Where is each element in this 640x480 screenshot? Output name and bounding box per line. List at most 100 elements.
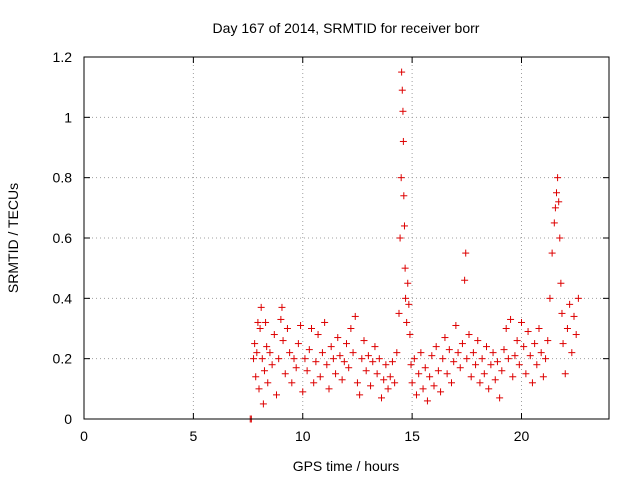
data-point [454, 349, 462, 357]
data-point [493, 358, 501, 366]
data-point [398, 86, 406, 94]
x-tick-label: 5 [189, 428, 197, 444]
data-point [535, 325, 543, 332]
data-point [572, 331, 580, 339]
data-point [415, 370, 423, 378]
data-point [258, 355, 266, 363]
y-tick-label: 0.6 [53, 230, 73, 246]
data-point [356, 391, 364, 399]
data-point [321, 318, 329, 326]
data-point [551, 204, 559, 212]
data-point [509, 373, 517, 381]
data-point [364, 352, 372, 360]
data-point [278, 303, 286, 311]
data-point [432, 343, 440, 351]
data-point [393, 349, 401, 357]
data-point [275, 355, 283, 363]
data-point [270, 331, 278, 339]
data-point [308, 325, 315, 332]
data-point [288, 379, 296, 387]
data-point [299, 388, 307, 396]
data-points [246, 68, 582, 423]
chart-title: Day 167 of 2014, SRMTID for receiver bor… [213, 20, 480, 36]
data-point [396, 234, 404, 242]
data-point [472, 361, 480, 369]
data-point [553, 189, 560, 197]
data-point [305, 346, 313, 354]
data-point [445, 346, 453, 354]
x-tick-label: 20 [514, 428, 530, 444]
data-point [351, 312, 359, 320]
data-point [251, 340, 259, 348]
x-axis-label: GPS time / hours [293, 458, 400, 474]
data-point [371, 343, 379, 351]
data-point [423, 397, 431, 405]
data-point [463, 355, 471, 363]
data-point [467, 373, 475, 381]
data-point [400, 192, 408, 200]
data-point [526, 352, 534, 360]
data-point [375, 355, 383, 363]
data-point [417, 349, 425, 357]
x-tick-labels: 0 5 10 15 20 [80, 428, 529, 444]
data-point [395, 309, 403, 317]
data-point [286, 349, 294, 357]
data-point [419, 385, 427, 393]
data-point [391, 379, 399, 387]
data-point [400, 222, 408, 230]
data-point [310, 379, 318, 387]
data-point [405, 300, 413, 308]
data-point [461, 276, 469, 284]
data-point [334, 334, 342, 342]
data-point [439, 355, 447, 363]
data-point [349, 349, 357, 357]
data-point [502, 325, 510, 332]
data-point [469, 349, 477, 357]
data-point [574, 294, 582, 302]
data-point [252, 373, 260, 381]
data-point [388, 358, 396, 366]
data-point [462, 249, 470, 257]
x-tick-label: 10 [295, 428, 311, 444]
data-point [483, 343, 490, 351]
data-point [303, 367, 311, 375]
data-point [458, 340, 466, 348]
data-point [561, 370, 569, 378]
data-point [452, 321, 460, 329]
data-point [428, 352, 436, 360]
data-point [362, 367, 370, 375]
data-point [448, 379, 455, 387]
y-tick-label: 0 [64, 411, 72, 427]
y-axis-label: SRMTID / TECUs [5, 183, 21, 293]
data-point [367, 382, 375, 390]
data-point [555, 198, 563, 206]
data-point [504, 355, 512, 363]
data-point [264, 379, 272, 387]
data-point [314, 331, 322, 339]
data-point [253, 349, 261, 357]
data-point [273, 391, 280, 399]
data-point [430, 382, 438, 390]
data-point [421, 364, 429, 372]
y-tick-label: 0.4 [53, 290, 73, 306]
data-point [474, 337, 482, 345]
data-point [550, 219, 558, 227]
data-point [336, 352, 344, 360]
data-point [563, 325, 571, 332]
data-point [347, 325, 355, 332]
data-point [263, 343, 271, 351]
data-point [559, 340, 567, 348]
data-point [259, 400, 267, 408]
data-point [384, 385, 392, 393]
data-point [316, 373, 324, 381]
data-point [566, 300, 574, 308]
data-point [522, 370, 530, 378]
data-point [487, 361, 495, 369]
data-point [312, 358, 320, 366]
data-point [283, 325, 291, 332]
data-point [382, 361, 390, 369]
data-point [406, 331, 414, 339]
data-point [399, 137, 407, 145]
y-tick-label: 1.2 [53, 49, 73, 65]
data-point [546, 294, 554, 302]
